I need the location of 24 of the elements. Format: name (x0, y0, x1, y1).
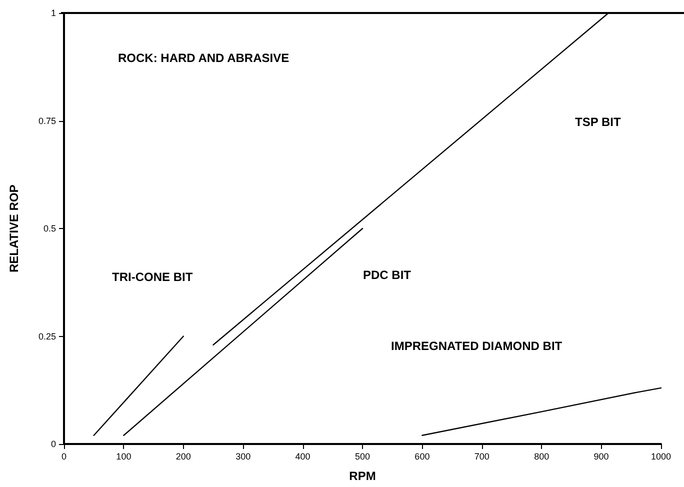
x-tick-label: 0 (61, 452, 67, 462)
annotation: PDC BIT (363, 268, 412, 282)
x-tick-label: 100 (116, 452, 132, 462)
y-tick-label: 1 (50, 8, 56, 18)
annotation: TSP BIT (575, 115, 622, 129)
annotation: IMPREGNATED DIAMOND BIT (391, 339, 563, 353)
y-tick-label: 0.75 (38, 116, 56, 126)
y-tick-label: 0 (50, 439, 56, 449)
x-tick-label: 200 (176, 452, 191, 462)
x-tick-label: 700 (474, 452, 490, 462)
line-series (422, 387, 662, 436)
x-tick-label: 900 (594, 452, 609, 462)
x-tick-label: 400 (295, 452, 310, 462)
annotation: ROCK: HARD AND ABRASIVE (118, 51, 290, 65)
x-tick-label: 500 (354, 452, 370, 462)
x-tick-label: 300 (236, 452, 251, 462)
x-axis-title: RPM (349, 469, 376, 483)
x-tick-label: 800 (534, 452, 550, 462)
y-axis-title: RELATIVE ROP (7, 184, 21, 272)
x-tick-label: 1000 (650, 452, 672, 462)
y-tick-label: 0.5 (43, 224, 56, 234)
y-tick-label: 0.25 (38, 331, 56, 342)
annotation: TRI-CONE BIT (112, 270, 194, 284)
x-tick-label: 600 (414, 452, 430, 462)
